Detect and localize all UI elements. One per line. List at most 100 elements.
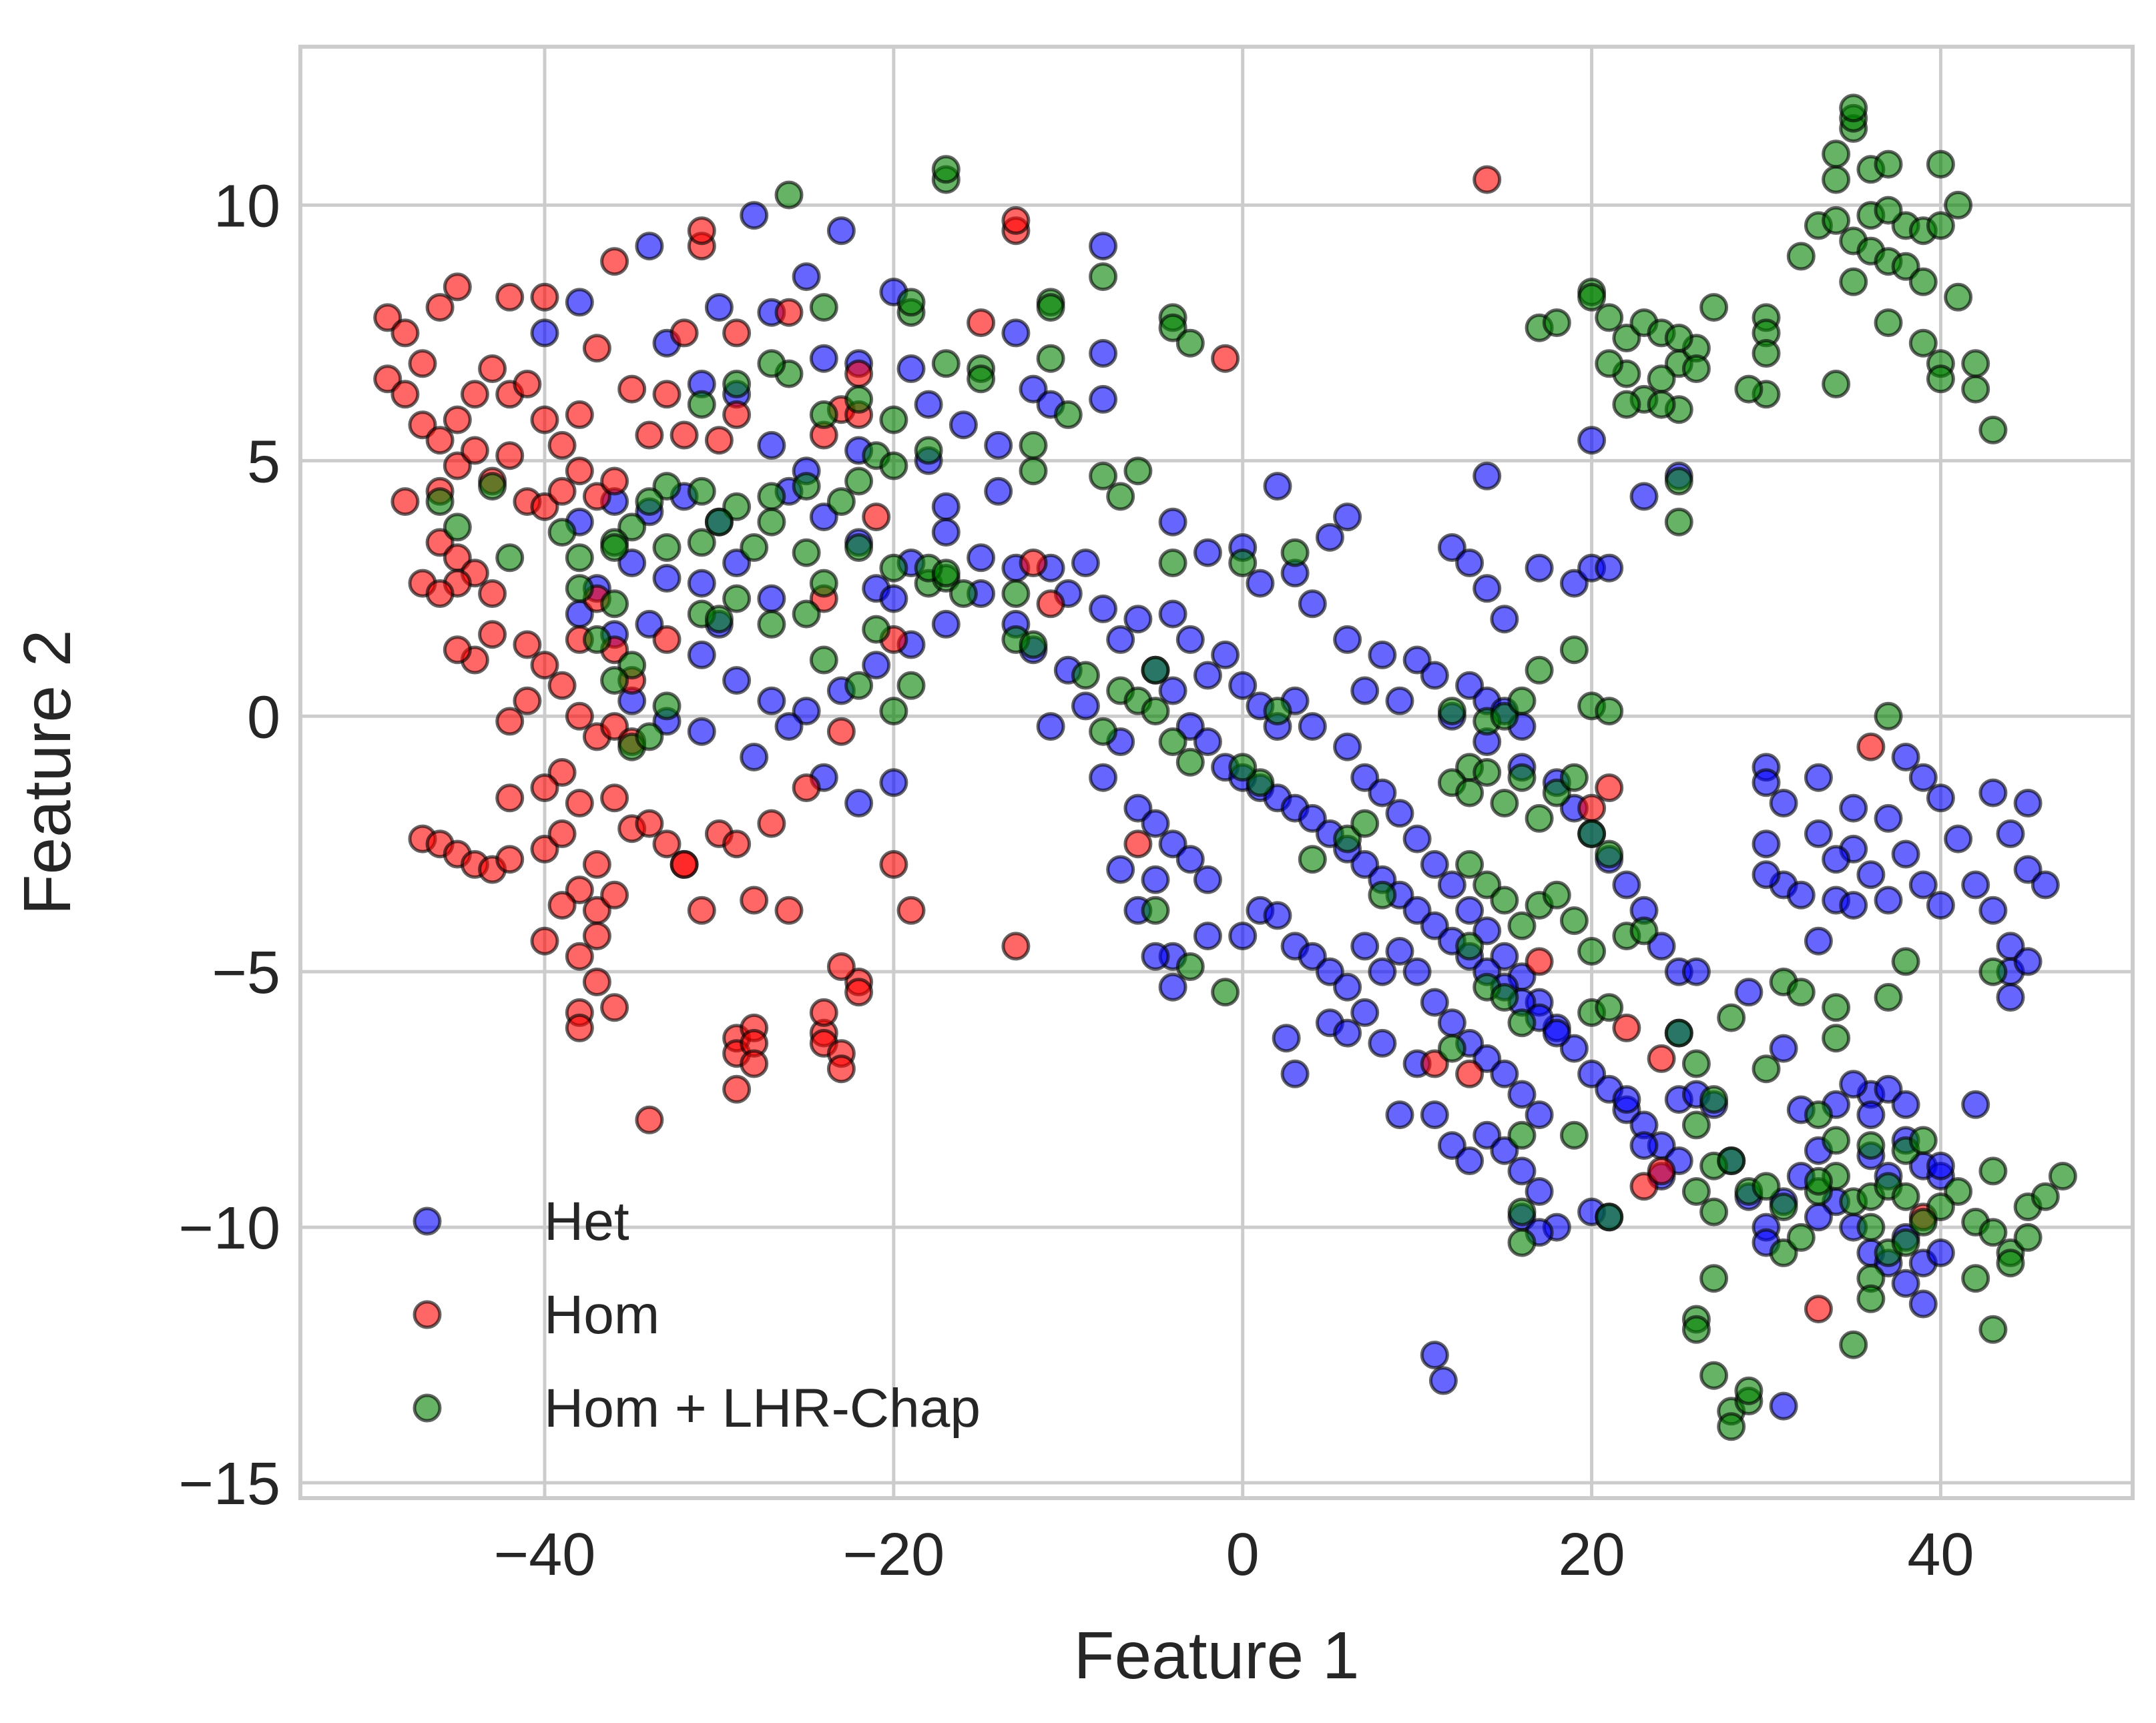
data-point <box>1001 579 1031 608</box>
data-point <box>1944 282 1973 312</box>
data-point <box>774 298 804 327</box>
data-point <box>1908 328 1938 358</box>
data-point <box>774 180 804 210</box>
data-point <box>1822 206 1851 235</box>
data-point <box>1891 839 1920 869</box>
data-point <box>1874 196 1903 225</box>
data-point <box>879 697 908 726</box>
data-point <box>1385 937 1414 966</box>
data-point <box>1472 461 1502 490</box>
data-point <box>1961 870 1990 900</box>
data-point <box>1874 983 1903 1012</box>
data-point <box>1455 896 1485 925</box>
data-point <box>1507 1228 1537 1257</box>
data-point <box>1612 390 1641 419</box>
data-point <box>1437 697 1466 726</box>
data-point <box>1385 799 1414 828</box>
y-tick-label: −15 <box>178 1451 280 1517</box>
data-point <box>1333 502 1362 532</box>
data-point <box>1193 727 1222 756</box>
data-point <box>1734 1376 1764 1405</box>
data-point <box>1926 211 1955 240</box>
data-point <box>600 533 629 562</box>
data-point <box>1891 947 1920 976</box>
data-point <box>687 640 716 669</box>
data-point <box>530 773 559 802</box>
data-point <box>757 609 786 639</box>
data-point <box>774 712 804 741</box>
data-point <box>1263 901 1292 930</box>
data-point <box>1437 1034 1466 1063</box>
data-point <box>669 849 699 879</box>
data-point <box>1071 691 1100 721</box>
data-point <box>1961 1264 1990 1293</box>
data-point <box>740 1049 769 1078</box>
data-point <box>1193 661 1222 690</box>
data-point <box>757 584 786 613</box>
data-point <box>669 318 699 348</box>
data-point <box>1595 993 1624 1022</box>
data-point <box>1647 1156 1676 1186</box>
data-point <box>1908 267 1938 296</box>
data-point <box>1978 896 2008 925</box>
data-point <box>652 691 682 721</box>
data-point <box>600 783 629 813</box>
data-point <box>1874 803 1903 833</box>
data-point <box>1595 773 1624 802</box>
data-point <box>1333 732 1362 761</box>
data-point <box>1402 824 1432 853</box>
data-point <box>635 487 664 516</box>
data-point <box>1158 549 1187 577</box>
data-point <box>1019 549 1048 577</box>
data-point <box>1822 139 1851 169</box>
data-point <box>809 569 838 598</box>
data-point <box>792 472 821 501</box>
data-point <box>967 364 996 394</box>
data-point <box>1437 870 1466 900</box>
data-point <box>722 666 752 695</box>
data-point <box>1089 594 1118 623</box>
data-point <box>1595 839 1624 869</box>
data-point <box>826 1054 856 1084</box>
data-point <box>478 620 507 649</box>
data-point <box>635 232 664 261</box>
data-point <box>1822 1024 1851 1053</box>
data-point <box>425 293 455 322</box>
data-point <box>1751 860 1781 890</box>
data-point <box>1769 1192 1798 1221</box>
data-point <box>1228 753 1258 782</box>
data-point <box>1717 1146 1746 1175</box>
data-point <box>687 216 716 246</box>
data-point <box>826 216 856 246</box>
data-point <box>792 538 821 567</box>
data-point <box>879 768 908 797</box>
data-point <box>809 998 838 1027</box>
data-point <box>1926 149 1955 179</box>
data-point <box>1908 763 1938 792</box>
data-point <box>1490 1059 1519 1088</box>
data-point <box>1106 855 1135 884</box>
data-point <box>652 564 682 593</box>
data-point <box>844 671 874 700</box>
data-point <box>1123 829 1153 859</box>
data-point <box>495 543 525 573</box>
data-point <box>1228 549 1258 577</box>
data-point <box>740 743 769 771</box>
data-point <box>931 155 961 184</box>
data-point <box>949 579 978 608</box>
data-point <box>1699 293 1729 322</box>
data-point <box>844 466 874 496</box>
data-point <box>1961 1090 1990 1119</box>
data-point <box>547 891 577 920</box>
data-point <box>740 201 769 230</box>
data-point <box>1839 1330 1868 1359</box>
data-point <box>669 420 699 450</box>
x-axis-label: Feature 1 <box>1073 1618 1359 1693</box>
data-point <box>1822 993 1851 1022</box>
data-point <box>1595 303 1624 332</box>
data-point <box>1525 655 1554 685</box>
data-point <box>1944 190 1973 220</box>
data-point <box>600 880 629 910</box>
data-point <box>704 605 734 634</box>
